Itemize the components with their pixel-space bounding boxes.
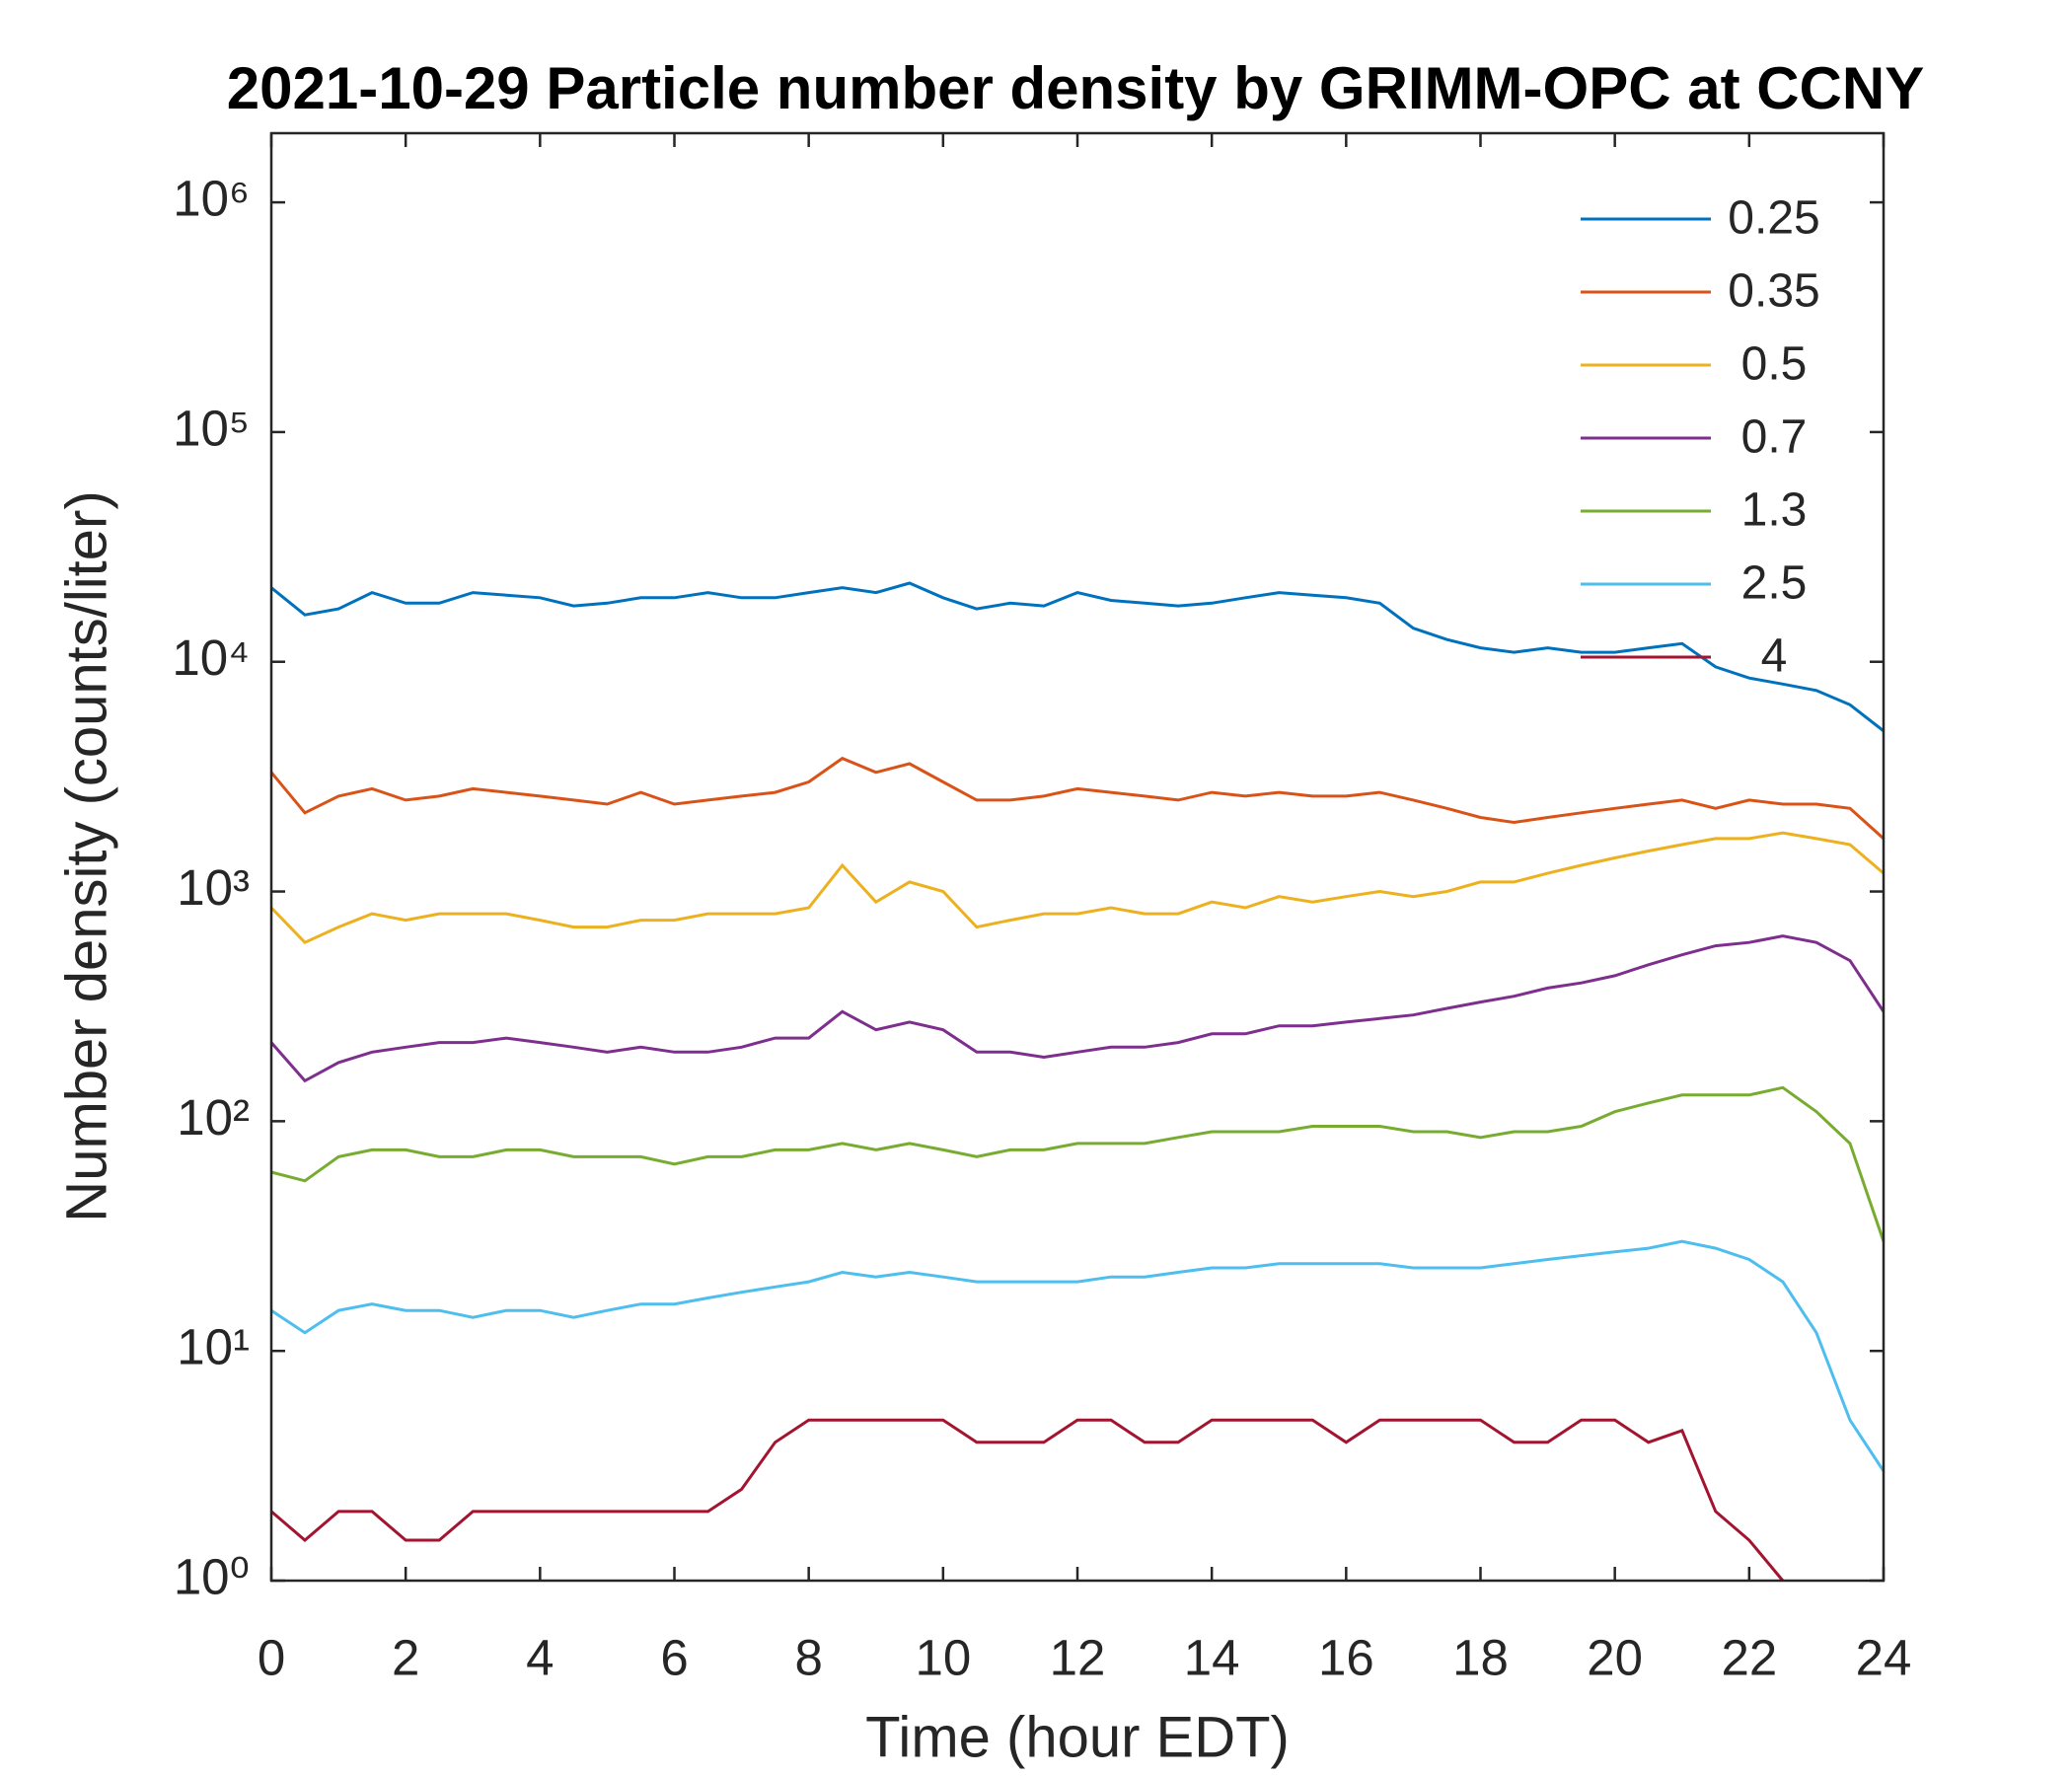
x-tick-label: 10 xyxy=(915,1629,971,1685)
x-tick-label: 2 xyxy=(392,1629,419,1685)
x-tick-label: 24 xyxy=(1856,1629,1912,1685)
chart-title: 2021-10-29 Particle number density by GR… xyxy=(227,55,1925,121)
y-tick-label: 10³ xyxy=(177,859,250,916)
y-tick-label: 10⁶ xyxy=(173,171,250,227)
x-tick-label: 20 xyxy=(1587,1629,1643,1685)
y-tick-label: 10⁰ xyxy=(174,1548,250,1604)
series-line xyxy=(269,831,1885,945)
legend-label: 0.25 xyxy=(1728,192,1819,245)
x-axis-label: Time (hour EDT) xyxy=(865,1705,1290,1769)
plot-frame xyxy=(269,131,1886,1583)
x-tick-label: 6 xyxy=(660,1629,688,1685)
x-tick-label: 0 xyxy=(258,1629,285,1685)
series-line xyxy=(269,934,1886,1083)
x-tick-label: 22 xyxy=(1721,1629,1777,1685)
y-tick-label: 10¹ xyxy=(177,1319,250,1375)
series-line xyxy=(270,581,1885,732)
legend-label: 0.35 xyxy=(1728,265,1819,318)
x-tick-label: 14 xyxy=(1184,1629,1240,1685)
legend-label: 0.5 xyxy=(1741,338,1808,391)
legend-label: 0.7 xyxy=(1741,411,1808,464)
legend-label: 1.3 xyxy=(1741,484,1808,537)
y-axis-label: Number density (counts/liter) xyxy=(54,490,118,1221)
series-line xyxy=(270,1418,1785,1582)
x-tick-label: 18 xyxy=(1452,1629,1509,1685)
series-line xyxy=(269,756,1886,841)
x-tick-label: 12 xyxy=(1050,1629,1106,1685)
legend-label: 2.5 xyxy=(1741,557,1808,610)
x-tick-label: 8 xyxy=(794,1629,822,1685)
x-tick-label: 4 xyxy=(526,1629,554,1685)
y-tick-label: 10⁴ xyxy=(172,629,250,686)
series-line xyxy=(270,1239,1886,1472)
y-tick-label: 10² xyxy=(177,1089,250,1146)
x-tick-label: 16 xyxy=(1318,1629,1374,1685)
y-tick-label: 10⁵ xyxy=(173,400,250,456)
series-line xyxy=(270,1085,1886,1242)
legend-label: 4 xyxy=(1761,630,1788,683)
